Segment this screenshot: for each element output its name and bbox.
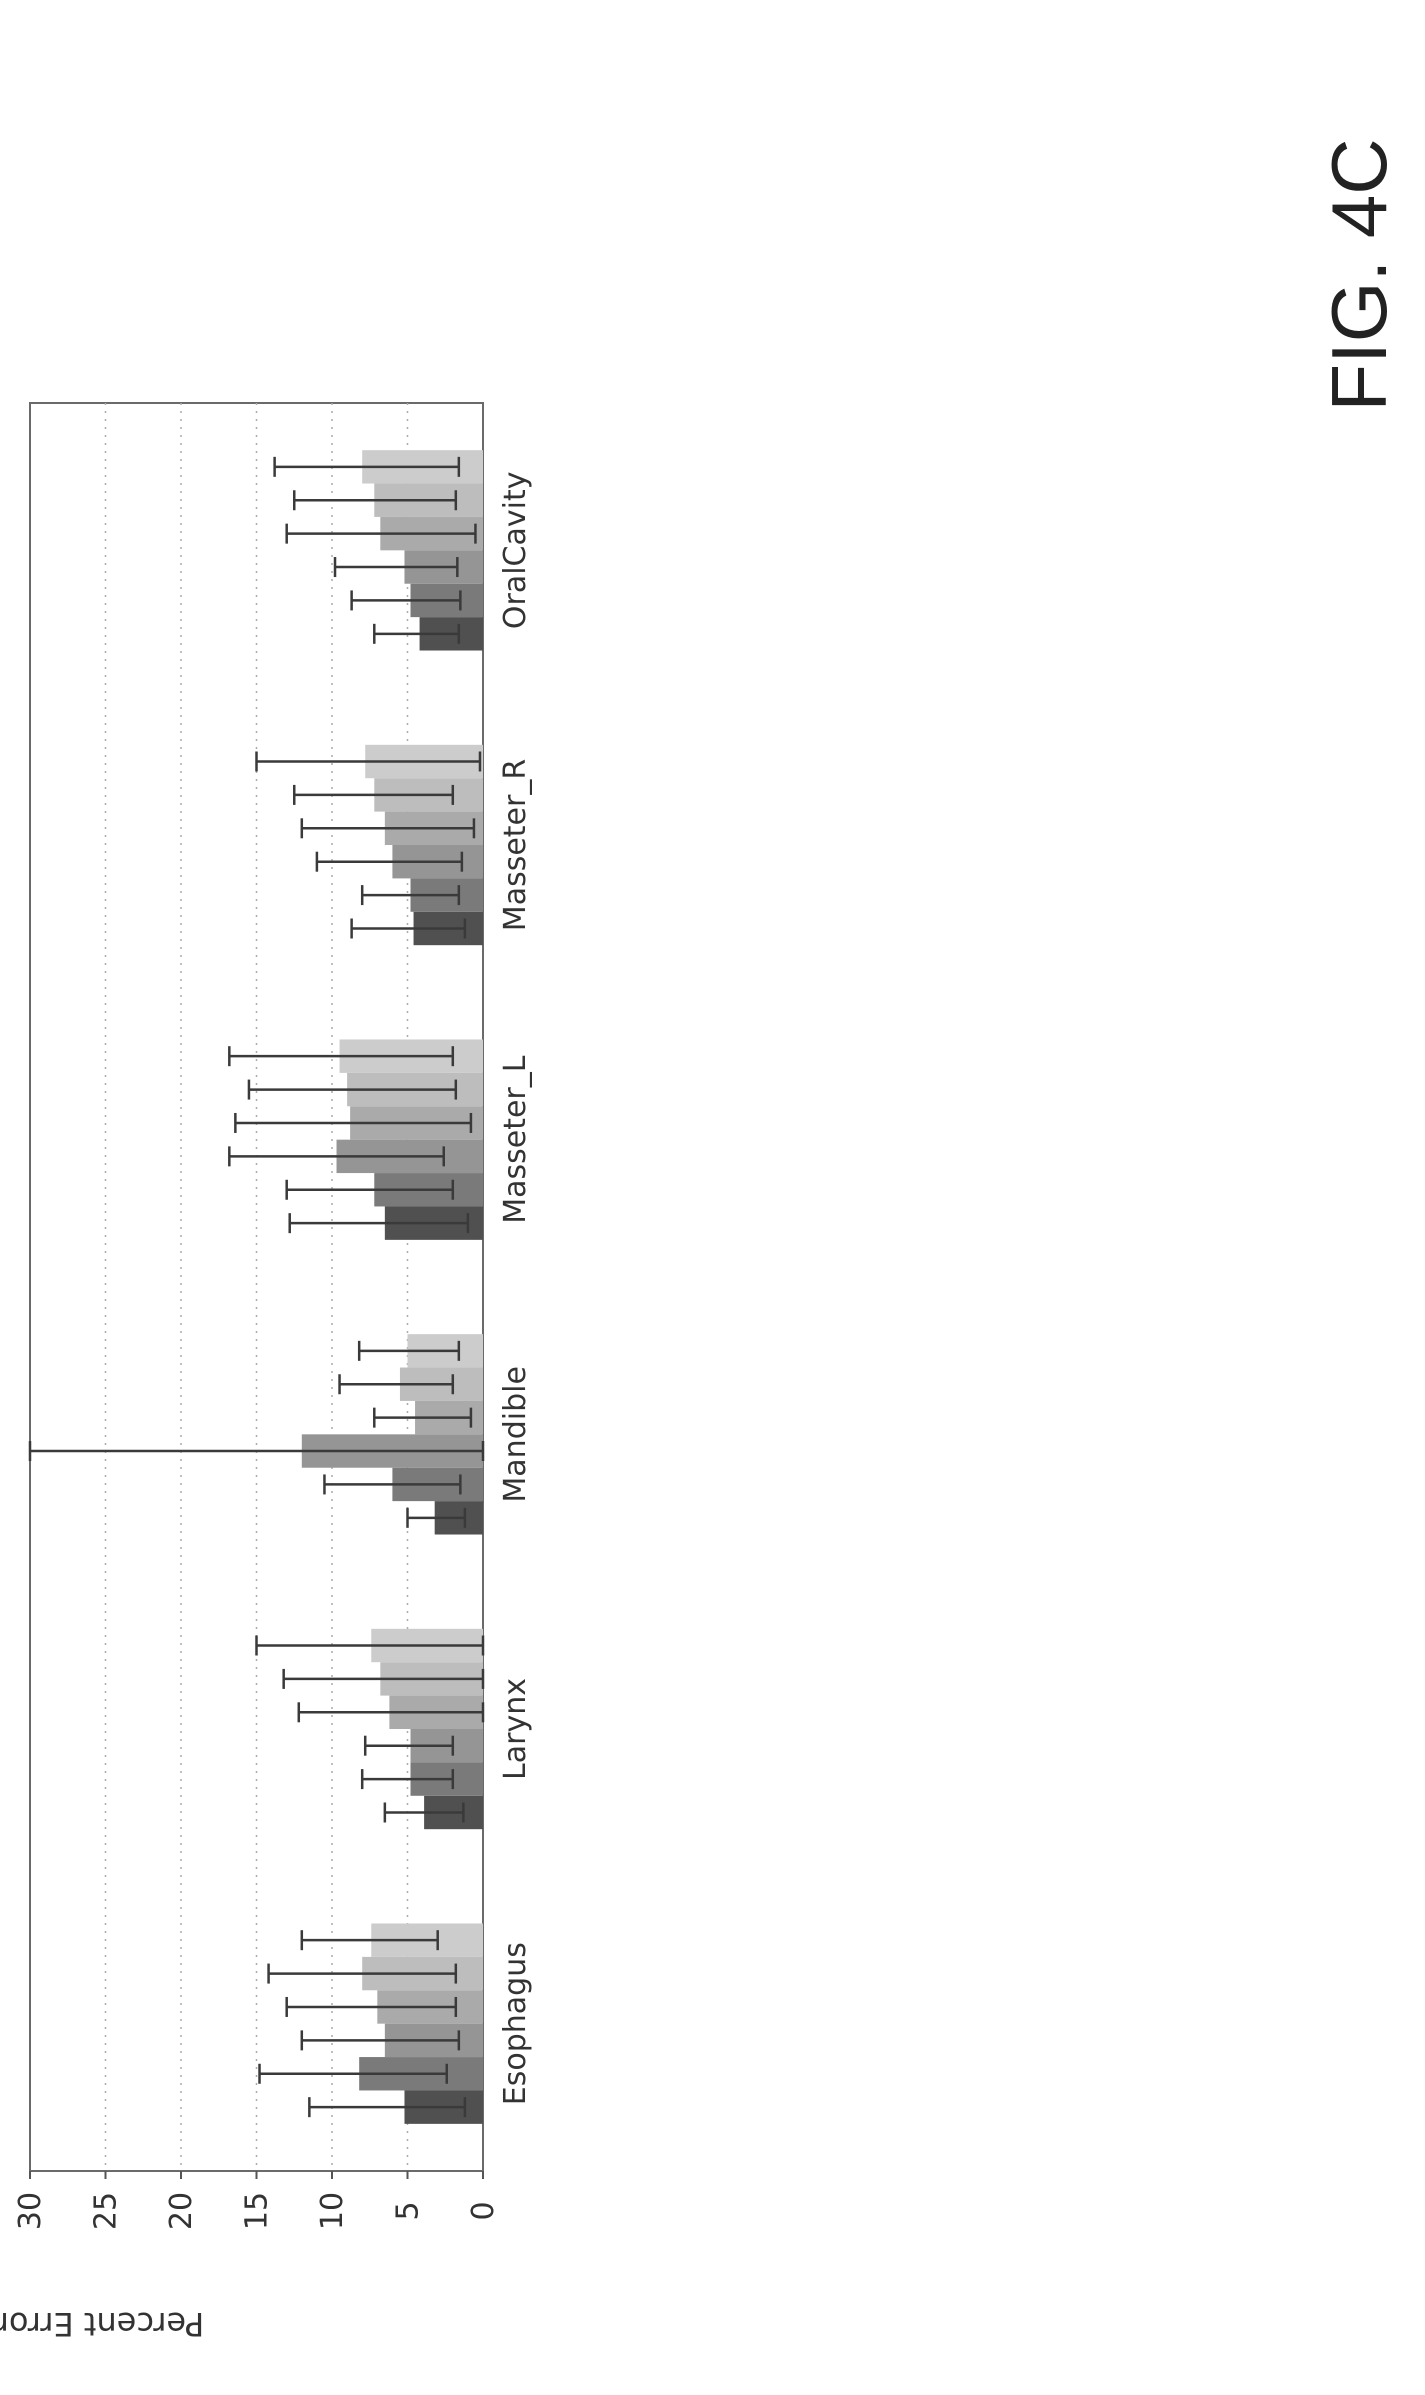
y-tick-label: 30 (13, 2192, 48, 2230)
y-tick-label: 0 (466, 2201, 501, 2220)
y-tick-label: 25 (89, 2192, 124, 2230)
y-axis-label: Percent Error (0, 2305, 204, 2343)
figure-label: FIG. 4C (1315, 138, 1403, 411)
y-tick-label: 10 (315, 2192, 350, 2230)
category-label-masseter_l: Masseter_L (498, 1055, 533, 1224)
grid-lines (104, 403, 409, 2171)
y-tick-label: 15 (240, 2192, 275, 2230)
y-axis-ticks: 0 5 10 15 20 25 30 (13, 2171, 501, 2230)
y-tick-label: 5 (391, 2201, 426, 2220)
category-label-larynx: Larynx (498, 1678, 533, 1780)
category-label-esophagus: Esophagus (498, 1942, 533, 2105)
category-labels: Esophagus Larynx Mandible Masseter_L Massete… (498, 472, 533, 2106)
category-label-mandible: Mandible (498, 1366, 533, 1503)
y-tick-label: 20 (164, 2192, 199, 2230)
category-label-oralcavity: OralCavity (498, 472, 533, 630)
error-bars-group (28, 456, 485, 2118)
category-label-masseter_r: Masseter_R (498, 759, 533, 931)
